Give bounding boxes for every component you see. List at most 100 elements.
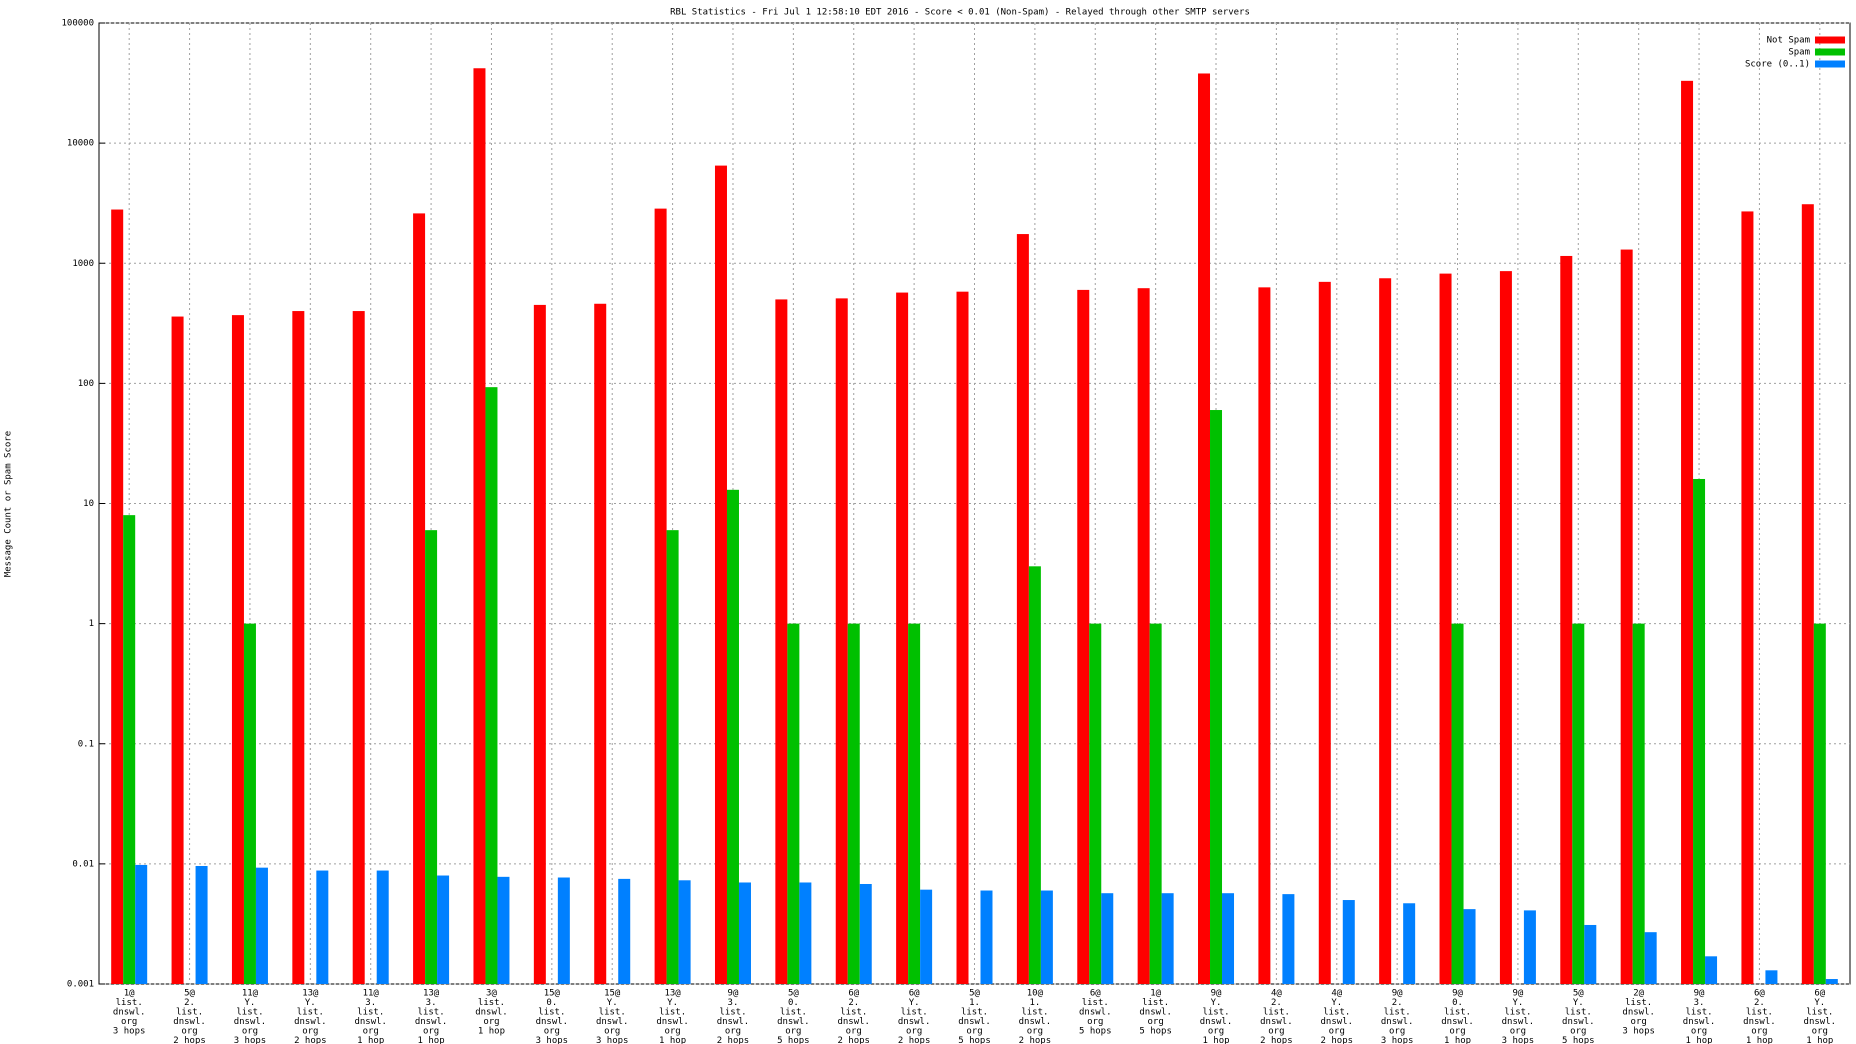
bar [1101,893,1114,984]
x-tick-label: list. [780,1008,807,1018]
legend-label: Score (0..1) [1745,60,1810,70]
bar [485,387,498,984]
bar [799,882,812,984]
bar [1342,900,1355,984]
bar [787,623,800,984]
x-tick-label: dnswl. [1804,1017,1837,1027]
x-tick-label: org [604,1027,620,1037]
x-tick-label: list. [538,1008,565,1018]
bar [1681,80,1694,985]
x-tick-label: dnswl. [113,1008,146,1018]
x-tick-label: dnswl. [837,1017,870,1027]
x-tick-label: org [1570,1027,1586,1037]
x-tick-label: 2. [1754,998,1765,1008]
x-tick-label: dnswl. [1200,1017,1233,1027]
x-tick-label: list. [418,1008,445,1018]
x-tick-label: 9@ [1512,989,1523,999]
x-tick-label: org [363,1027,379,1037]
legend-swatch [1815,48,1845,56]
x-tick-label: 0. [546,998,557,1008]
x-tick-label: 1@ [1150,989,1161,999]
x-tick-label: list. [1504,1008,1531,1018]
x-tick-label: list. [1202,1008,1229,1018]
x-tick-label: Y. [245,998,256,1008]
x-tick-label: 2 hops [1019,1036,1052,1044]
x-tick-label: 11@ [363,989,380,999]
x-tick-label: list. [1021,1008,1048,1018]
x-tick-label: Y. [1211,998,1222,1008]
x-tick-label: org [846,1027,862,1037]
bar [1765,970,1778,984]
bar [557,877,570,984]
bar [835,298,848,984]
bar [1089,623,1102,984]
x-tick-label: 5@ [788,989,799,999]
x-tick-label: dnswl. [1683,1017,1716,1027]
bar [437,875,450,984]
x-tick-label: list. [1444,1008,1471,1018]
legend-label: Spam [1788,48,1810,58]
x-tick-label: 15@ [604,989,621,999]
x-tick-label: dnswl. [475,1008,508,1018]
x-tick-label: dnswl. [1019,1017,1052,1027]
x-tick-label: list. [1082,998,1109,1008]
x-tick-label: 1. [1029,998,1040,1008]
x-tick-label: 2. [1392,998,1403,1008]
x-tick-label: 13@ [664,989,681,999]
x-tick-label: 15@ [544,989,561,999]
x-tick-label: 2 hops [837,1036,870,1044]
x-tick-label: org [1449,1027,1465,1037]
x-tick-label: 3 hops [234,1036,267,1044]
x-tick-label: Y. [607,998,618,1008]
bar [738,882,751,984]
x-tick-label: 2. [184,998,195,1008]
x-tick-label: 1 hop [1202,1036,1229,1044]
x-tick-label: 2 hops [717,1036,750,1044]
x-tick-label: Y. [1512,998,1523,1008]
x-tick-label: 2 hops [294,1036,327,1044]
x-tick-label: 3 hops [1381,1036,1414,1044]
bar [1705,956,1718,984]
x-tick-label: list. [1323,1008,1350,1018]
x-tick-label: 1 hop [478,1027,505,1037]
x-tick-label: org [242,1027,258,1037]
x-tick-label: 6@ [909,989,920,999]
y-tick-label: 100000 [61,19,94,29]
x-tick-label: dnswl. [1441,1017,1474,1027]
x-tick-label: Y. [1331,998,1342,1008]
bar [859,883,872,984]
x-tick-label: 0. [788,998,799,1008]
x-tick-label: org [181,1027,197,1037]
bar [497,876,510,984]
legend-label: Not Spam [1767,36,1810,46]
x-tick-label: list. [719,1008,746,1018]
x-tick-label: org [1268,1027,1284,1037]
y-tick-label: 1 [89,619,94,629]
x-tick-label: org [483,1017,499,1027]
x-tick-label: dnswl. [717,1017,750,1027]
x-tick-label: org [906,1027,922,1037]
bar [678,880,691,984]
x-tick-label: org [1691,1027,1707,1037]
x-tick-label: 9@ [728,989,739,999]
bar [896,292,909,984]
bar [292,311,305,984]
x-tick-label: dnswl. [1260,1017,1293,1027]
y-tick-label: 100 [78,379,94,389]
x-tick-label: 2 hops [1260,1036,1293,1044]
x-tick-label: 1 hop [1686,1036,1713,1044]
x-tick-label: 1 hop [1444,1036,1471,1044]
x-tick-label: 1 hop [1746,1036,1773,1044]
x-tick-label: 5@ [184,989,195,999]
x-tick-label: 2. [848,998,859,1008]
x-tick-label: 3 hops [1502,1036,1535,1044]
x-tick-label: org [725,1027,741,1037]
bar [171,316,184,984]
x-tick-label: dnswl. [1321,1017,1354,1027]
x-tick-label: org [664,1027,680,1037]
bar [1825,979,1838,984]
x-tick-label: 3. [365,998,376,1008]
bar [123,515,136,984]
x-tick-label: list. [1625,998,1652,1008]
